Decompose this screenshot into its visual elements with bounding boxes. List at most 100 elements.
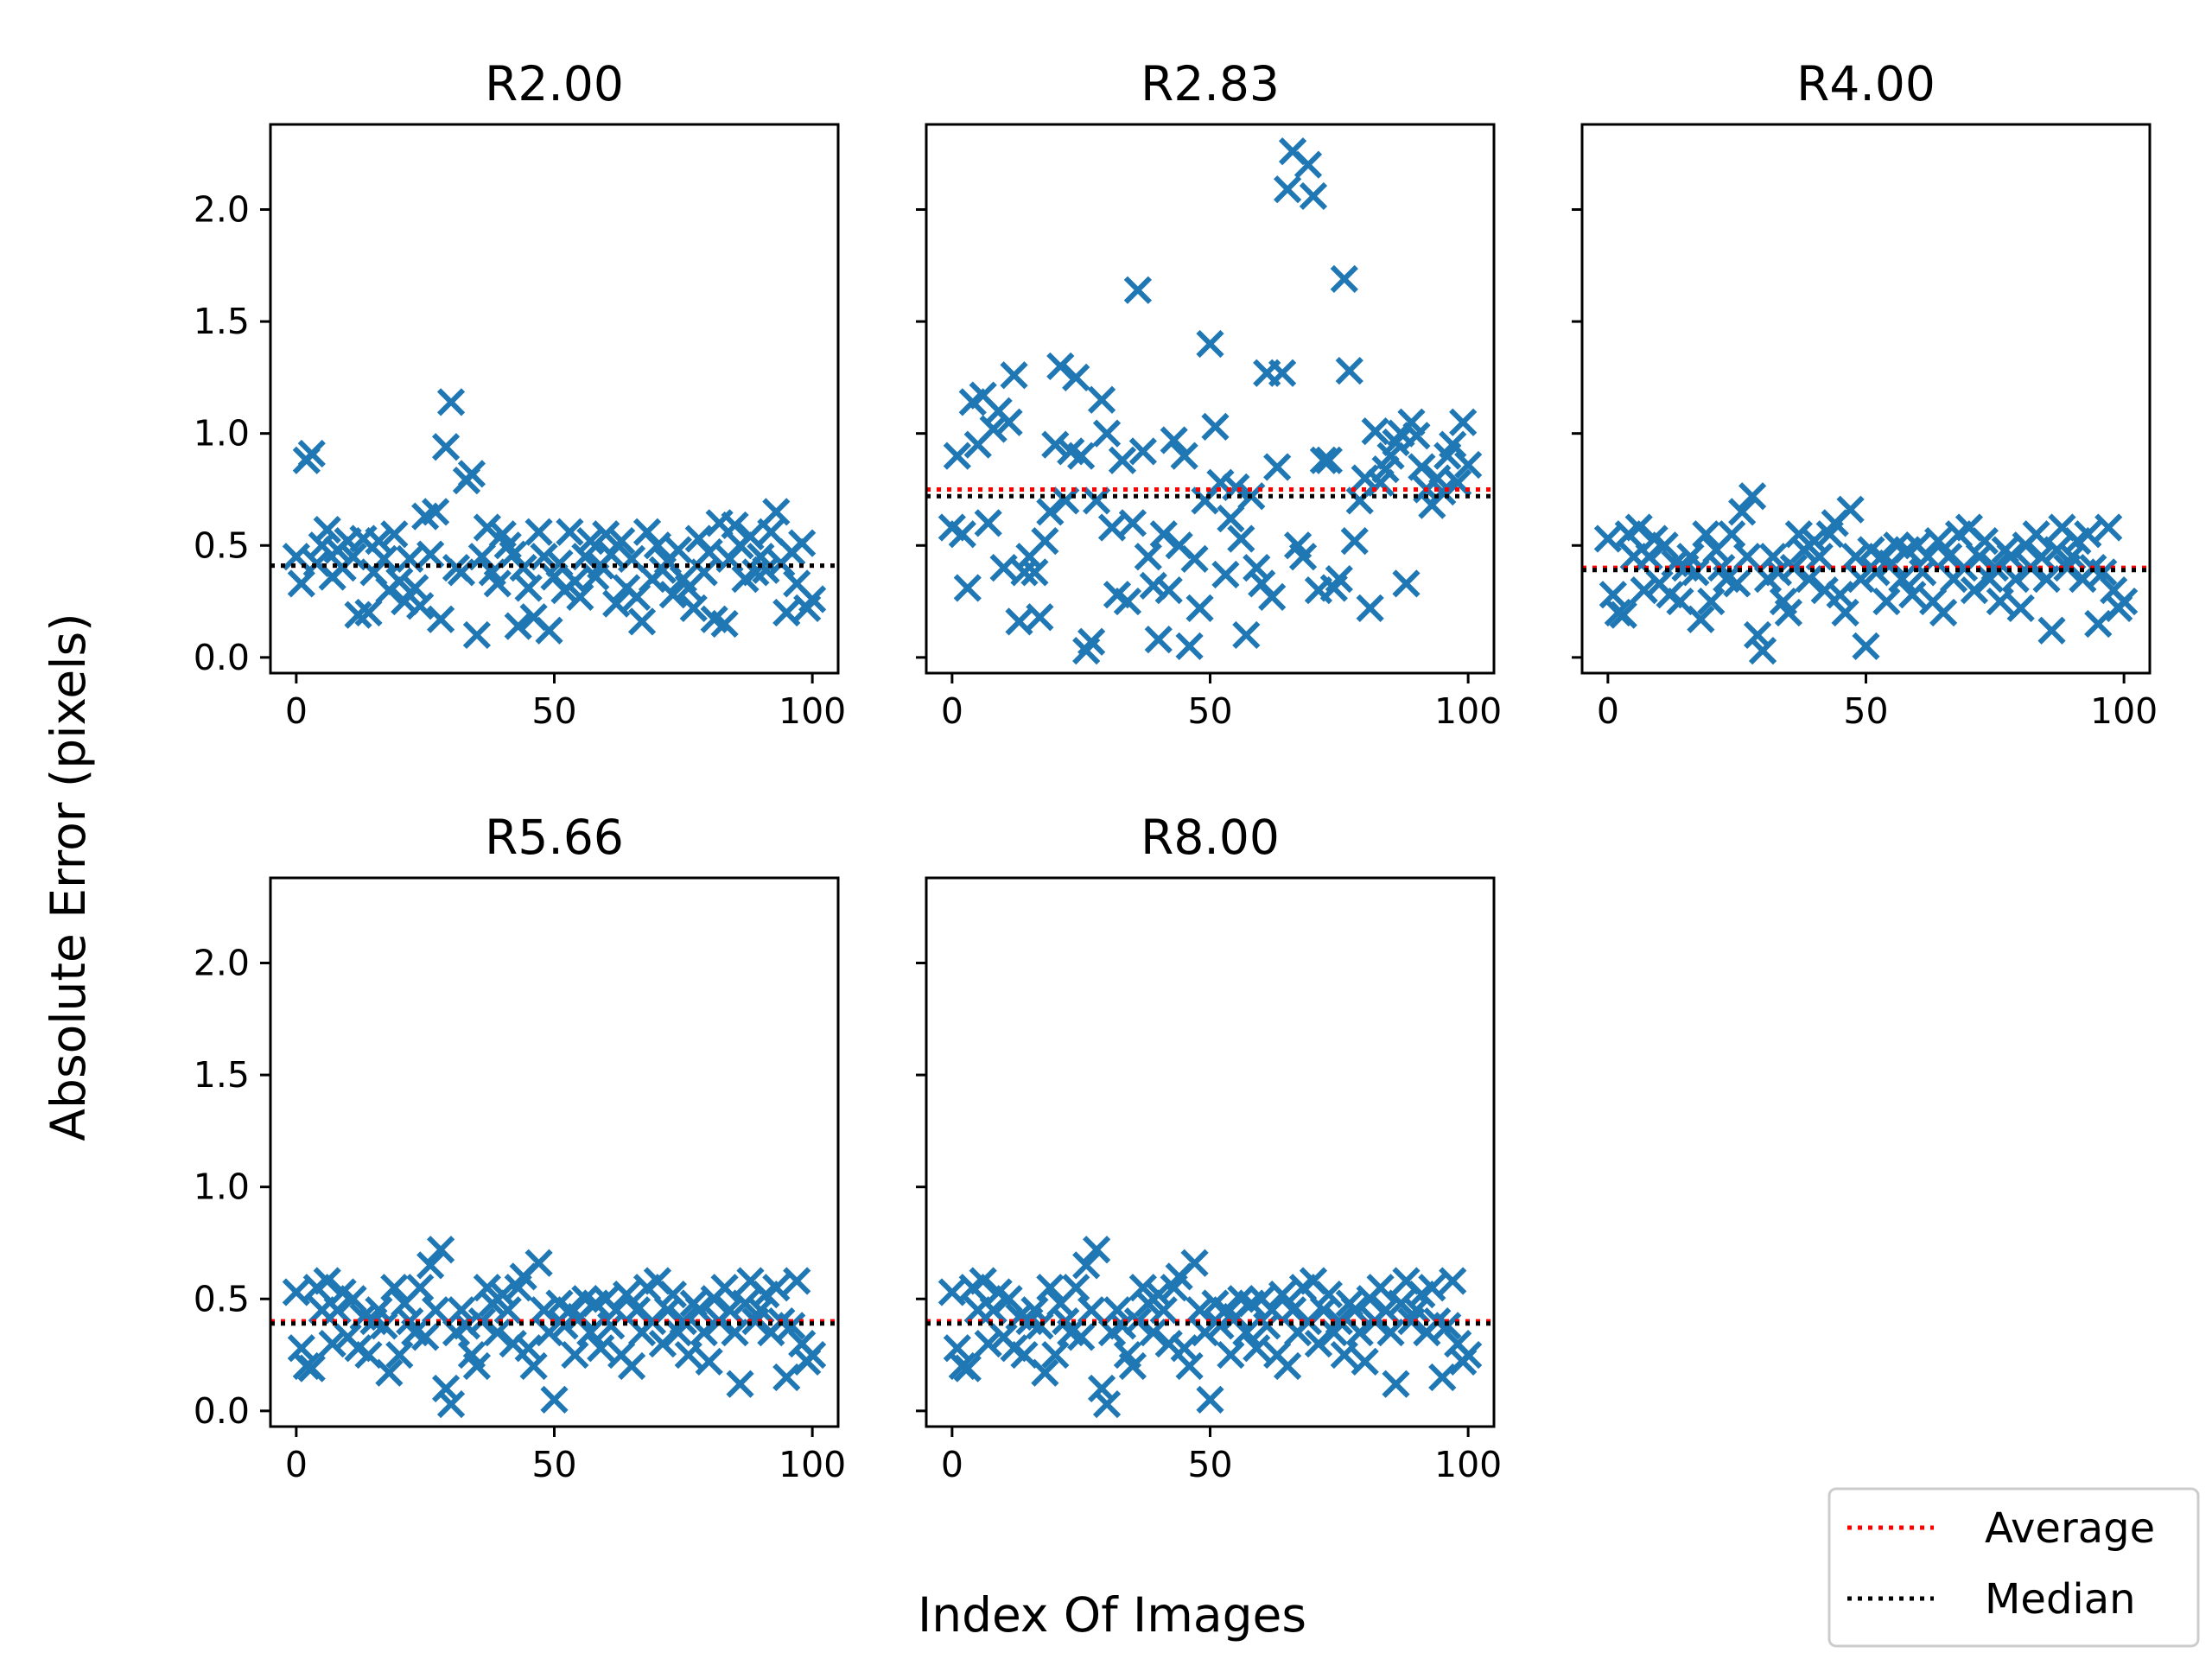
data-point [462, 1351, 492, 1381]
data-point [1841, 543, 1870, 571]
data-point [1351, 1347, 1379, 1376]
data-point [1201, 412, 1230, 442]
data-point [669, 1307, 697, 1336]
data-point [1087, 385, 1116, 414]
data-point [1371, 1296, 1400, 1325]
data-point [736, 522, 765, 551]
data-point [519, 1351, 548, 1381]
data-point [1026, 603, 1054, 632]
panel-title: R8.00 [1141, 810, 1280, 865]
scatter-series [282, 388, 827, 650]
data-point [535, 616, 563, 645]
data-point [1439, 1267, 1467, 1295]
data-point [1206, 1312, 1235, 1340]
data-point [473, 1274, 501, 1302]
data-point [627, 607, 657, 636]
data-point [406, 592, 435, 620]
data-point [1676, 543, 1705, 571]
data-point [715, 1296, 744, 1325]
data-point [385, 567, 414, 595]
x-tick-label: 100 [779, 690, 846, 732]
data-point [1831, 598, 1859, 627]
data-point [2094, 513, 2123, 542]
data-point [436, 1389, 466, 1419]
data-point [2058, 543, 2087, 571]
data-point [664, 536, 692, 564]
x-tick-label: 0 [285, 1444, 308, 1485]
data-point [658, 581, 687, 609]
data-point [426, 605, 455, 633]
data-point [1340, 1296, 1369, 1325]
data-point [710, 1274, 739, 1302]
y-tick-label: 1.0 [194, 413, 250, 454]
x-tick-label: 50 [1187, 1444, 1232, 1485]
data-point [1340, 526, 1369, 556]
data-point [530, 1296, 558, 1325]
data-point [576, 526, 605, 556]
data-point [995, 1285, 1023, 1313]
subplot-r5-66: R5.66 0 50 100 0.0 0.5 1.0 1.5 2.0 [194, 810, 846, 1485]
panel-title: R5.66 [485, 810, 624, 865]
data-point [1273, 1351, 1302, 1381]
data-point [1010, 558, 1039, 587]
data-point [1454, 450, 1483, 480]
data-point [1268, 359, 1297, 387]
x-tick-label: 0 [941, 1444, 963, 1485]
data-point [514, 574, 543, 602]
data-point [674, 1340, 702, 1370]
data-point [1402, 422, 1431, 450]
data-point [1087, 1374, 1116, 1403]
data-point [1067, 442, 1096, 470]
data-point [1211, 560, 1240, 589]
data-point [1092, 419, 1122, 448]
data-point [1929, 598, 1958, 627]
plot-frame [269, 123, 840, 675]
data-point [1325, 565, 1353, 594]
data-point [375, 1358, 404, 1387]
data-point [1949, 554, 1979, 582]
data-point [1351, 464, 1379, 493]
scatter-series [282, 1236, 827, 1419]
data-point [1914, 543, 1942, 571]
data-point [1314, 1280, 1343, 1309]
data-point [416, 1251, 445, 1280]
data-point [1268, 1280, 1297, 1309]
data-point [1934, 543, 1963, 571]
data-point [1402, 1296, 1431, 1325]
data-point [938, 1278, 966, 1306]
data-point [969, 1267, 997, 1295]
data-point [1217, 505, 1245, 533]
y-tick-label: 1.0 [194, 1166, 250, 1208]
data-point [1862, 558, 1891, 587]
data-point [566, 582, 594, 611]
data-point [1144, 626, 1173, 654]
data-point [1263, 453, 1292, 481]
data-point [1366, 1274, 1395, 1302]
data-point [1243, 1334, 1271, 1363]
data-point [1439, 430, 1467, 459]
y-tick-label: 0.5 [194, 1278, 250, 1319]
data-point [1650, 531, 1679, 560]
x-tick-label: 50 [531, 690, 576, 732]
x-tick-label: 100 [1434, 690, 1502, 732]
data-point [695, 537, 723, 567]
data-point [1041, 430, 1070, 459]
data-point [297, 1354, 326, 1382]
scatter-series [1593, 482, 2139, 665]
data-point [648, 1329, 677, 1358]
data-point [1325, 1307, 1353, 1336]
y-tick-label: 0.0 [194, 637, 250, 678]
data-point [597, 1312, 626, 1340]
data-point [1041, 1340, 1070, 1370]
data-point [1428, 1363, 1457, 1392]
data-point [1433, 1312, 1462, 1340]
y-axis-label: Absolute Error (pixels) [41, 613, 96, 1141]
data-point [1335, 356, 1363, 385]
data-point [1243, 554, 1271, 582]
data-point [1123, 276, 1153, 304]
data-point [1681, 558, 1710, 587]
data-point [1067, 1323, 1096, 1351]
subplot-r2-83: R2.83 0 50 100 [916, 56, 1502, 732]
data-point [1898, 581, 1927, 609]
